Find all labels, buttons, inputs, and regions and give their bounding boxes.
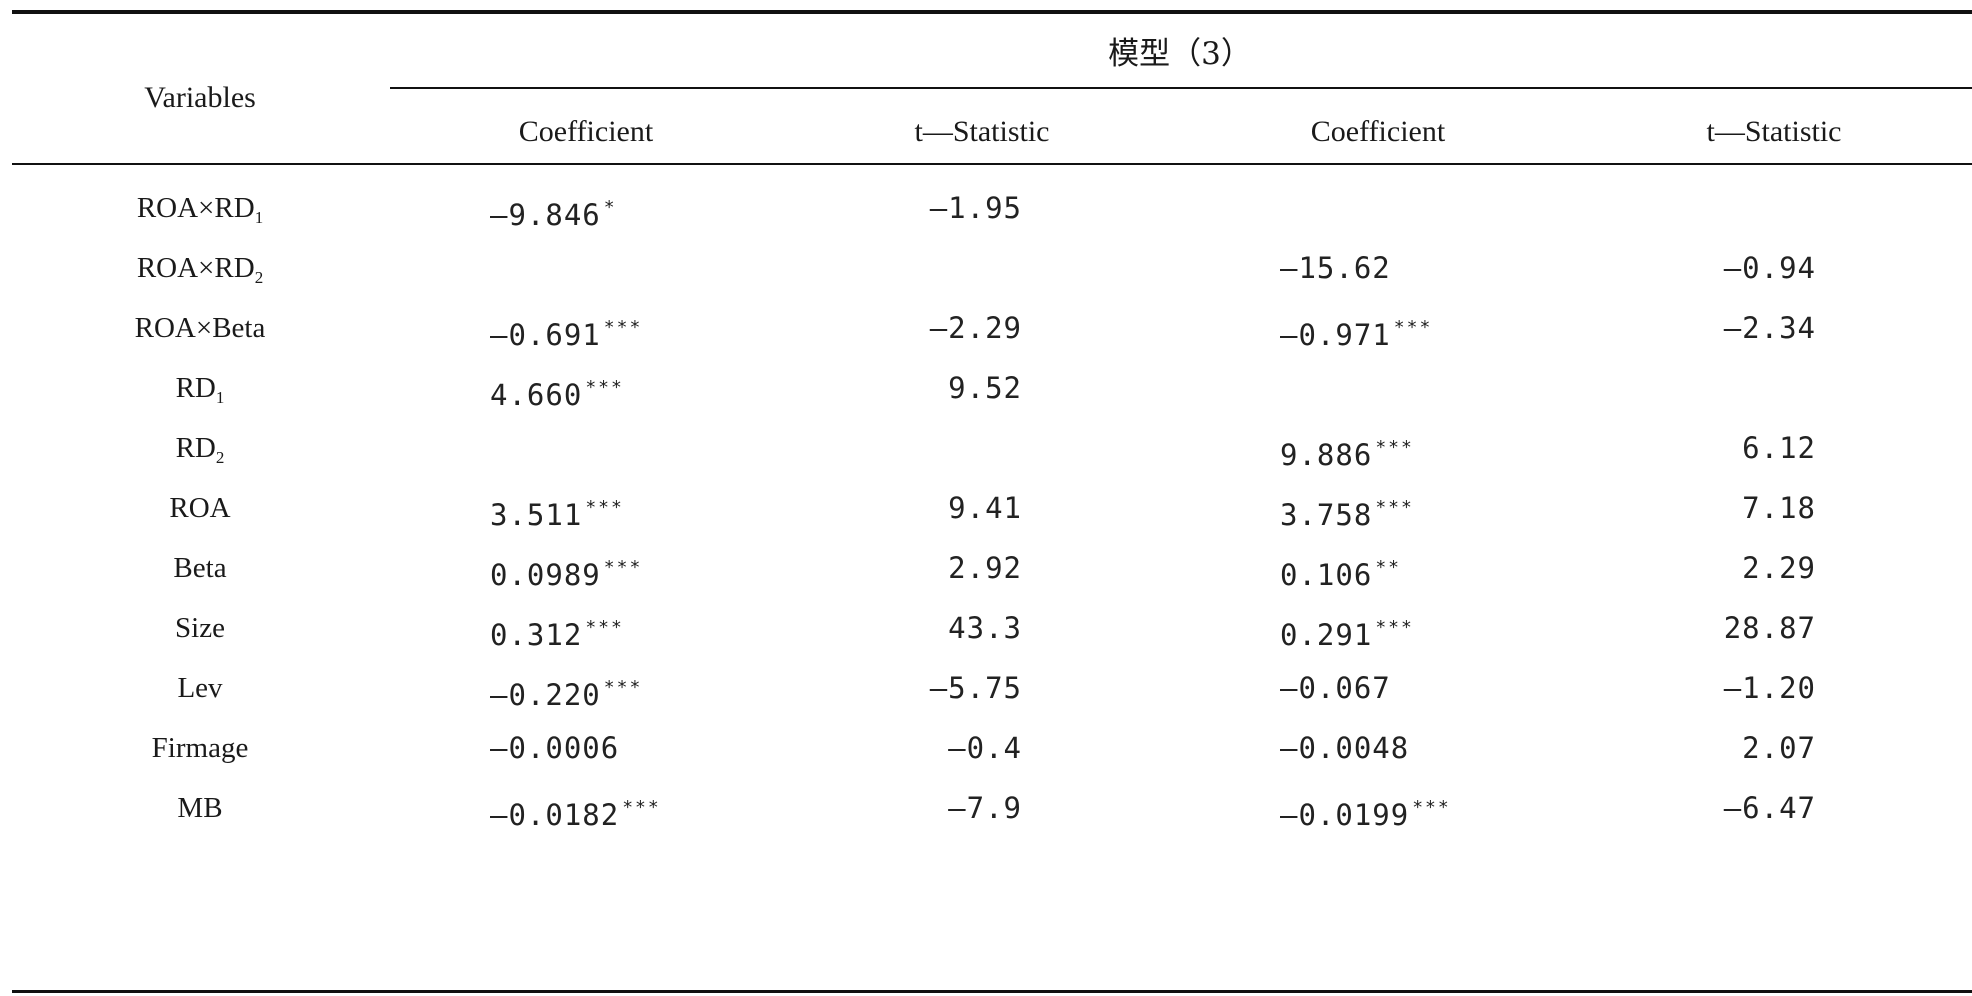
t-statistic-1: —5.75 [929, 671, 1022, 705]
coefficient-1: 0.0989 *** [490, 557, 643, 592]
significance-stars: *** [1412, 797, 1451, 818]
coefficient-1: —9.846 * [490, 197, 617, 232]
coefficient-2: —0.971 *** [1280, 317, 1433, 352]
table-top-rule [12, 10, 1972, 14]
table-row: RD1 4.660 *** 9.52 [0, 360, 1972, 416]
coefficient-1: —0.220 *** [490, 677, 643, 712]
t-statistic-header-2: t—Statistic [1706, 115, 1842, 148]
significance-stars: *** [1375, 617, 1414, 638]
variable-subscript: 2 [215, 448, 225, 467]
coefficient-1: 4.660 *** [490, 377, 624, 412]
variable-name: MB [177, 792, 223, 824]
table-row: ROA×Beta —0.691 *** —2.29 —0.971 *** —2.34 [0, 300, 1972, 356]
t-statistic-2: —0.94 [1723, 251, 1816, 285]
variable-name: ROA×RD1 [136, 192, 264, 227]
table-row: ROA 3.511 *** 9.41 3.758 *** 7.18 [0, 480, 1972, 536]
t-statistic-1: —0.4 [948, 731, 1022, 765]
variable-name: ROA×RD2 [136, 252, 264, 287]
table-row: ROA×RD1 —9.846 * —1.95 [0, 180, 1972, 236]
variables-header: Variables [144, 81, 256, 114]
variable-subscript: 1 [254, 208, 264, 227]
header-rule [12, 163, 1972, 165]
coefficient-2: 0.291 *** [1280, 617, 1414, 652]
coefficient-2: 0.106 ** [1280, 557, 1401, 592]
variable-name: ROA×Beta [134, 312, 266, 344]
variable-subscript: 2 [254, 268, 264, 287]
model-group-header: 模型（3） [1108, 36, 1252, 72]
variable-name: Lev [177, 672, 223, 704]
coefficient-header-2: Coefficient [1310, 115, 1446, 148]
table-row: MB —0.0182 *** —7.9 —0.0199 *** —6.47 [0, 780, 1972, 836]
significance-stars: *** [603, 557, 643, 578]
significance-stars: *** [603, 677, 643, 698]
coefficient-1: 3.511 *** [490, 497, 624, 532]
t-statistic-1: —7.9 [948, 791, 1022, 825]
t-statistic-2: 2.29 [1742, 551, 1816, 585]
table-row: ROA×RD2 —15.62 —0.94 [0, 240, 1972, 296]
t-statistic-2: 6.12 [1742, 431, 1816, 465]
significance-stars: ** [1375, 557, 1401, 578]
table-bottom-rule [12, 990, 1972, 993]
coefficient-2: 9.886 *** [1280, 437, 1414, 472]
variable-name: Size [175, 612, 225, 644]
t-statistic-1: —2.29 [929, 311, 1022, 345]
coefficient-header-1: Coefficient [518, 115, 654, 148]
t-statistic-2: —1.20 [1723, 671, 1816, 705]
t-statistic-header-1: t—Statistic [914, 115, 1050, 148]
significance-stars: *** [1393, 317, 1433, 338]
t-statistic-2: —2.34 [1723, 311, 1816, 345]
significance-stars: *** [1375, 437, 1414, 458]
variable-name: Firmage [151, 732, 249, 764]
t-statistic-2: 7.18 [1742, 491, 1816, 525]
t-statistic-1: 2.92 [948, 551, 1022, 585]
t-statistic-1: 43.3 [948, 611, 1022, 645]
coefficient-1: 0.312 *** [490, 617, 624, 652]
coefficient-2: —0.0048 [1280, 731, 1410, 765]
table-row: RD2 9.886 *** 6.12 [0, 420, 1972, 476]
variable-name: Beta [173, 552, 227, 584]
variable-name: RD2 [175, 432, 225, 467]
significance-stars: * [603, 197, 617, 218]
coefficient-1: —0.691 *** [490, 317, 643, 352]
table-row: Lev —0.220 *** —5.75 —0.067 —1.20 [0, 660, 1972, 716]
variable-subscript: 1 [215, 388, 225, 407]
group-rule [390, 87, 1972, 89]
coefficient-2: —15.62 [1280, 251, 1391, 285]
t-statistic-1: 9.41 [948, 491, 1022, 525]
t-statistic-2: 2.07 [1742, 731, 1816, 765]
t-statistic-2: —6.47 [1723, 791, 1816, 825]
variable-name: RD1 [175, 372, 225, 407]
significance-stars: *** [585, 497, 624, 518]
table-row: Firmage —0.0006 —0.4 —0.0048 2.07 [0, 720, 1972, 776]
coefficient-2: 3.758 *** [1280, 497, 1414, 532]
significance-stars: *** [603, 317, 643, 338]
coefficient-1: —0.0006 [490, 731, 620, 765]
significance-stars: *** [622, 797, 661, 818]
table-row: Beta 0.0989 *** 2.92 0.106 ** 2.29 [0, 540, 1972, 596]
table-row: Size 0.312 *** 43.3 0.291 *** 28.87 [0, 600, 1972, 656]
significance-stars: *** [1375, 497, 1414, 518]
coefficient-1: —0.0182 *** [490, 797, 661, 832]
coefficient-2: —0.0199 *** [1280, 797, 1451, 832]
coefficient-2: —0.067 [1280, 671, 1391, 705]
significance-stars: *** [585, 377, 624, 398]
t-statistic-2: 28.87 [1723, 611, 1816, 645]
t-statistic-1: —1.95 [929, 191, 1022, 225]
t-statistic-1: 9.52 [948, 371, 1022, 405]
significance-stars: *** [585, 617, 624, 638]
variable-name: ROA [169, 492, 231, 524]
